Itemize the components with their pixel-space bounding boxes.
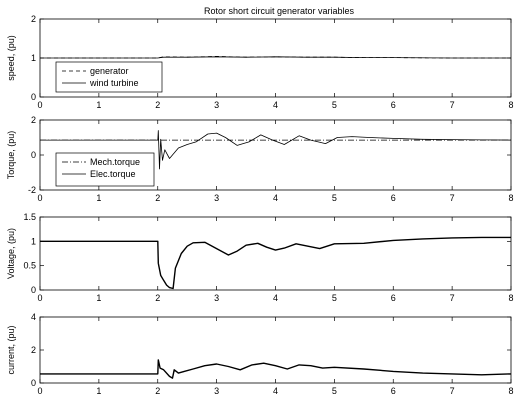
chart-title: Rotor short circuit generator variables xyxy=(204,6,355,16)
legend: generator wind turbine xyxy=(55,61,163,93)
legend: Mech.torque Elec.torque xyxy=(55,152,155,187)
y-axis-label: Voltage, (pu) xyxy=(6,228,16,279)
x-tick-label: 3 xyxy=(214,386,219,396)
x-tick-label: 3 xyxy=(214,293,219,303)
y-tick-label: 0 xyxy=(31,378,36,388)
legend-label: wind turbine xyxy=(89,78,139,88)
y-tick-label: 0.5 xyxy=(23,261,36,271)
x-tick-label: 1 xyxy=(96,386,101,396)
y-tick-label: 1 xyxy=(31,53,36,63)
x-tick-label: 6 xyxy=(391,293,396,303)
x-tick-label: 6 xyxy=(391,386,396,396)
plot-panel-4: 0 1 2 3 4 5 6 7 8 0 2 4 current, (pu) xyxy=(6,312,514,396)
x-tick-label: 8 xyxy=(508,100,513,110)
series-line-elec-torque xyxy=(40,130,512,170)
x-tick-label: 2 xyxy=(155,386,160,396)
y-tick-label: 2 xyxy=(31,345,36,355)
y-axis-label: speed, (pu) xyxy=(6,35,16,81)
y-tick-label: -2 xyxy=(28,185,36,195)
x-tick-label: 6 xyxy=(391,193,396,203)
x-tick-label: 5 xyxy=(332,386,337,396)
x-tick-label: 4 xyxy=(273,100,278,110)
x-tick-label: 7 xyxy=(450,386,455,396)
y-tick-label: 0 xyxy=(31,150,36,160)
x-tick-label: 0 xyxy=(37,386,42,396)
y-tick-label: 2 xyxy=(31,115,36,125)
legend-label: generator xyxy=(90,66,129,76)
x-tick-label: 7 xyxy=(450,100,455,110)
x-tick-label: 1 xyxy=(96,100,101,110)
series-line-wind-turbine xyxy=(40,56,511,59)
legend-label: Elec.torque xyxy=(90,169,136,179)
y-tick-label: 1 xyxy=(31,236,36,246)
x-tick-label: 2 xyxy=(155,193,160,203)
x-tick-label: 0 xyxy=(37,100,42,110)
x-tick-label: 8 xyxy=(508,386,513,396)
x-tick-label: 5 xyxy=(332,100,337,110)
x-tick-label: 0 xyxy=(37,193,42,203)
plot-panel-1: 0 1 2 3 4 5 6 7 8 0 1 2 speed, (pu) generator wind tur… xyxy=(6,14,514,110)
x-tick-label: 1 xyxy=(96,293,101,303)
x-tick-label: 5 xyxy=(332,193,337,203)
x-tick-label: 7 xyxy=(450,193,455,203)
y-tick-label: 0 xyxy=(31,285,36,295)
legend-box xyxy=(55,61,163,93)
y-axis-label: current, (pu) xyxy=(6,325,16,374)
x-tick-label: 3 xyxy=(214,193,219,203)
series-line-1 xyxy=(40,359,512,379)
x-tick-label: 3 xyxy=(214,100,219,110)
x-tick-label: 8 xyxy=(508,293,513,303)
legend-label: Mech.torque xyxy=(90,157,140,167)
y-axis-label: Torque, (pu) xyxy=(6,131,16,180)
x-tick-label: 2 xyxy=(155,100,160,110)
legend-box xyxy=(55,152,155,187)
x-tick-label: 2 xyxy=(155,293,160,303)
x-tick-label: 0 xyxy=(37,293,42,303)
y-tick-label: 2 xyxy=(31,14,36,24)
y-tick-label: 1.5 xyxy=(23,212,36,222)
x-tick-label: 5 xyxy=(332,293,337,303)
y-tick-label: 4 xyxy=(31,312,36,322)
y-tick-label: 0 xyxy=(31,92,36,102)
x-tick-label: 6 xyxy=(391,100,396,110)
x-tick-label: 1 xyxy=(96,193,101,203)
series-line-1 xyxy=(40,236,511,290)
x-tick-label: 4 xyxy=(273,386,278,396)
x-tick-label: 4 xyxy=(273,193,278,203)
plot-panel-3: 0 1 2 3 4 5 6 7 8 0 0.5 1 1.5 Voltage, (pu) xyxy=(6,212,514,303)
x-tick-label: 7 xyxy=(450,293,455,303)
x-tick-label: 4 xyxy=(273,293,278,303)
axes-box xyxy=(39,216,512,291)
x-tick-label: 8 xyxy=(508,193,513,203)
